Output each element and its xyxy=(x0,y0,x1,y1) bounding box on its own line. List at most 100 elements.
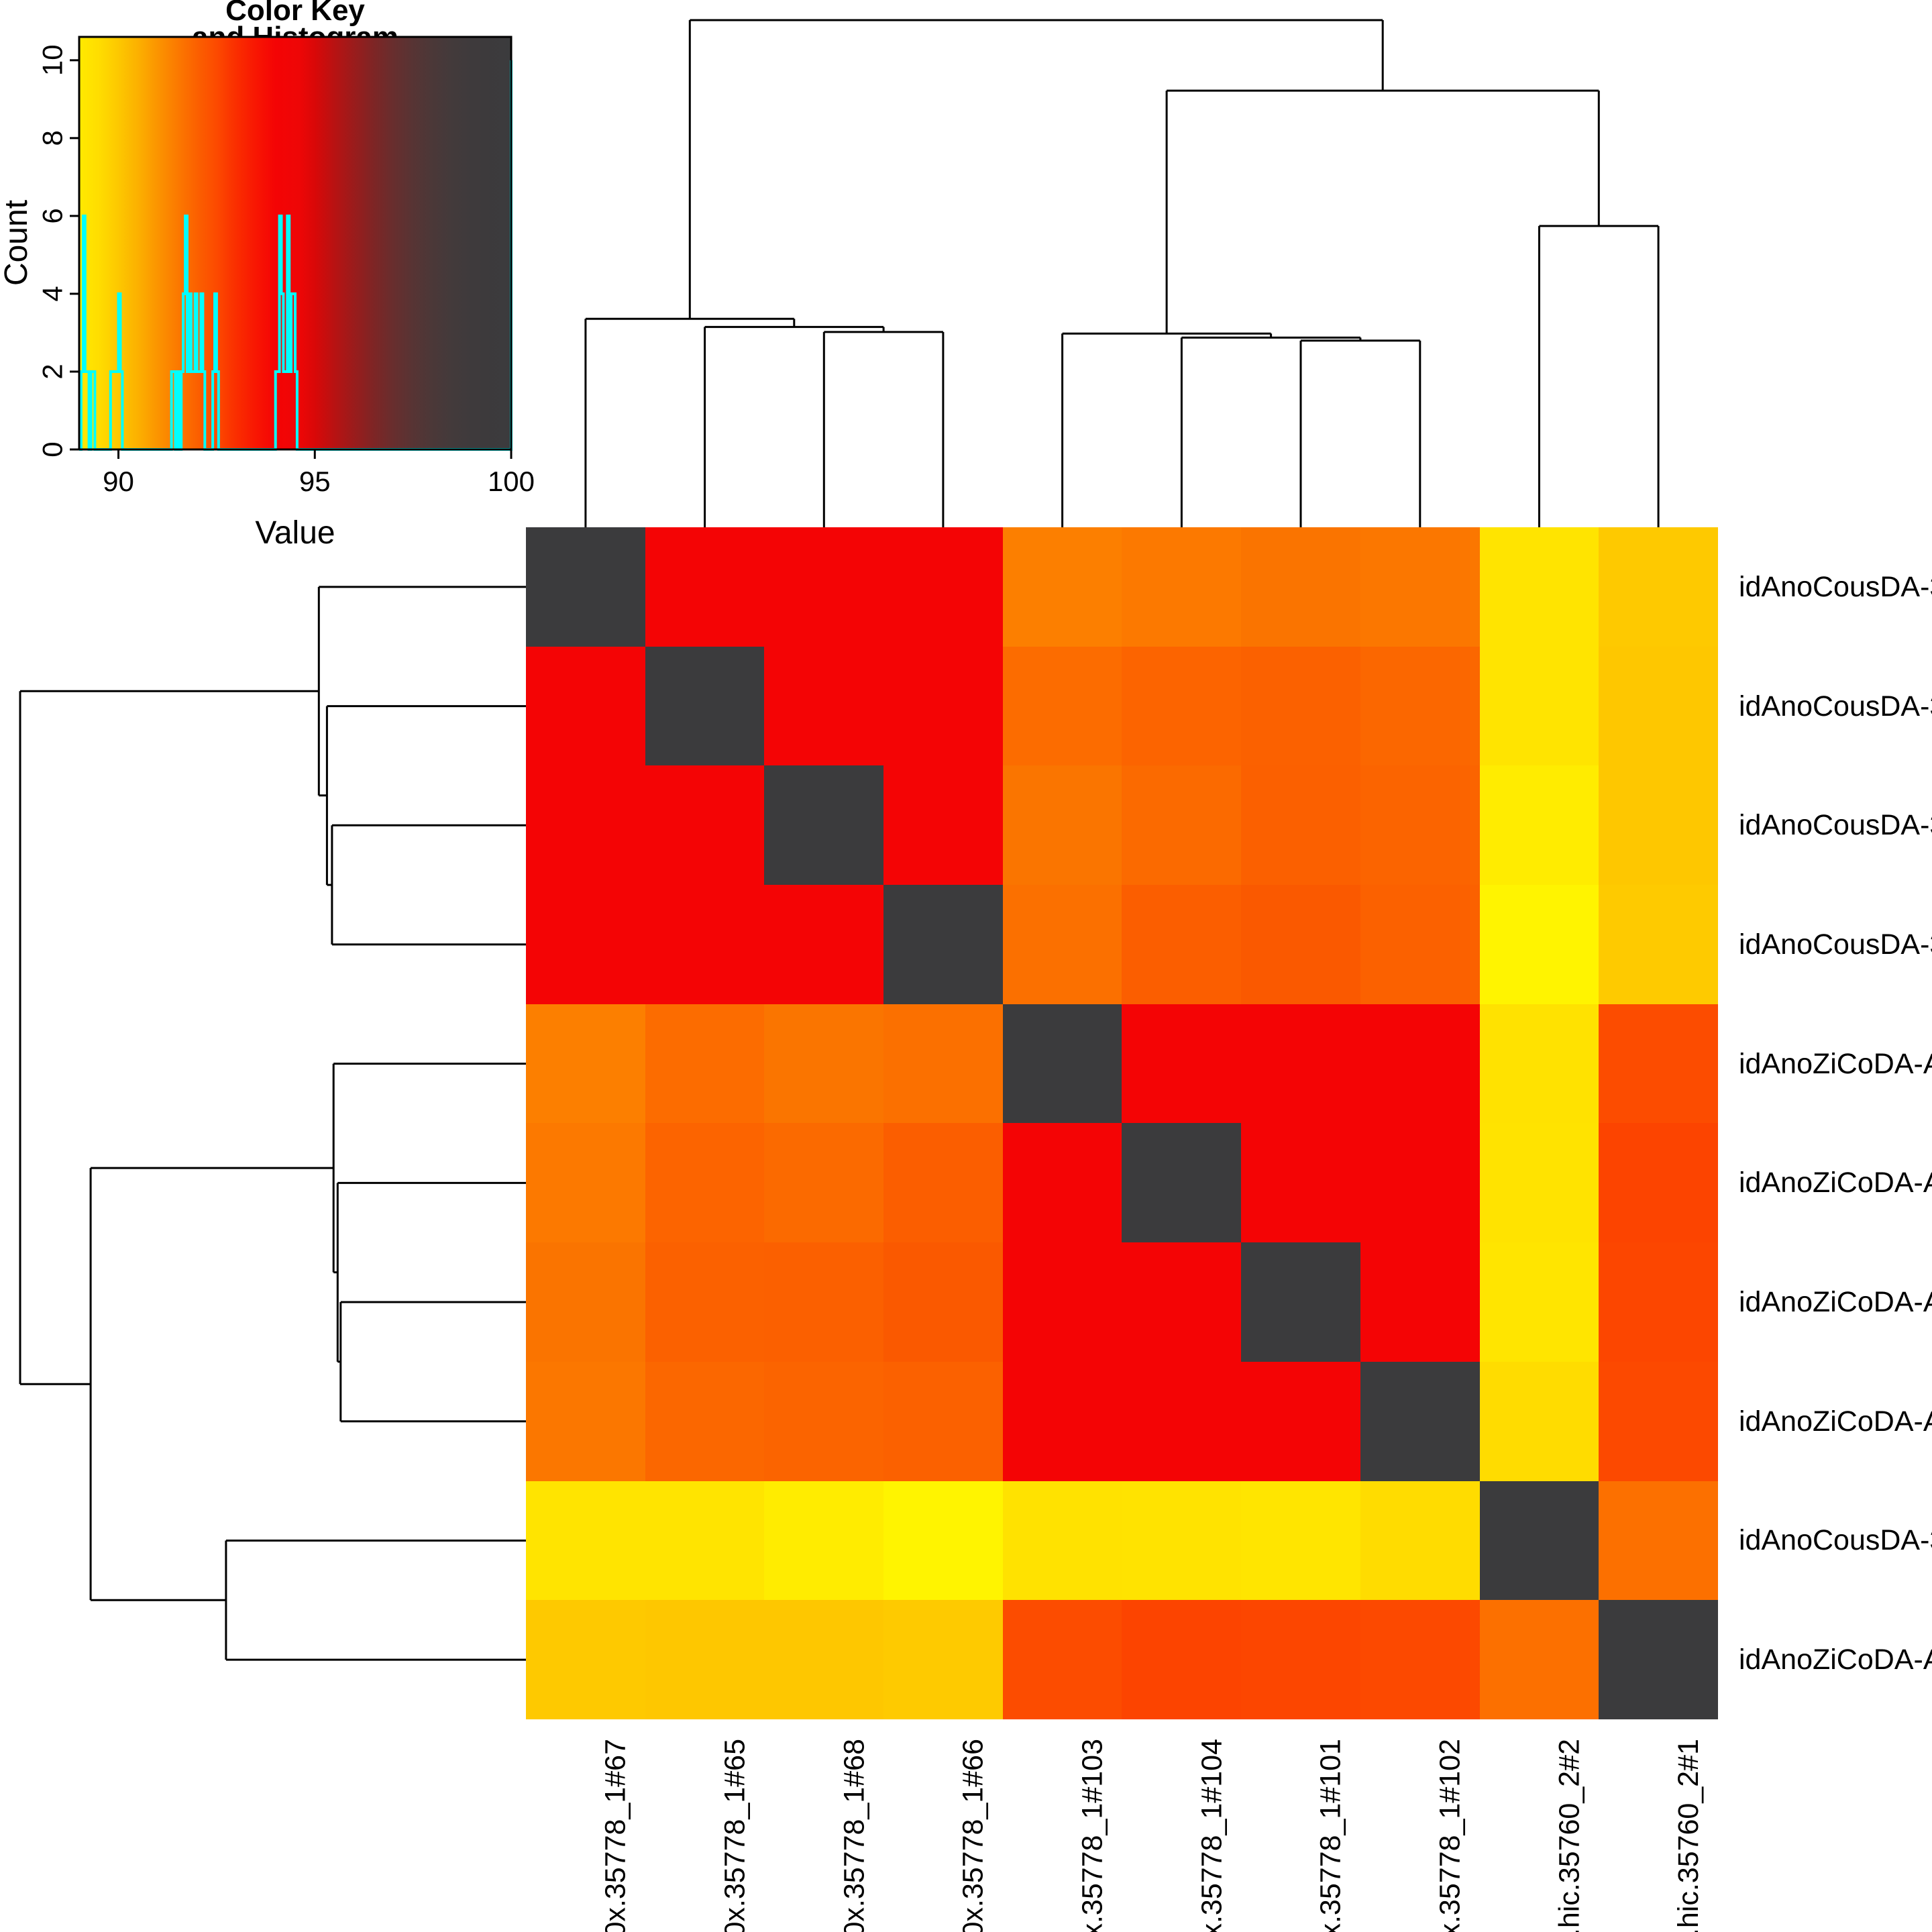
heatmap-cell xyxy=(1002,527,1122,647)
heatmap-cell xyxy=(883,765,1003,885)
heatmap-cell xyxy=(526,1600,645,1719)
heatmap-cell xyxy=(645,1242,765,1362)
heatmap-cell xyxy=(1002,1361,1122,1481)
heatmap-cell xyxy=(1122,885,1242,1004)
column-label: 1_x.10x.35778_1#65 xyxy=(718,1739,751,1932)
heatmap-cell xyxy=(1360,885,1480,1004)
heatmap-cell xyxy=(1360,1361,1480,1481)
row-label: idAnoZiCoDA-A2_x.1 xyxy=(1739,1047,1932,1080)
heatmap-cell xyxy=(526,885,645,1004)
column-label: 1_x.10x.35778_1#66 xyxy=(957,1739,989,1932)
heatmap-cell xyxy=(1241,1481,1360,1601)
heatmap-cell xyxy=(764,646,884,766)
heatmap-cell xyxy=(1122,765,1242,885)
row-label: idAnoCousDA-361_x xyxy=(1739,928,1932,961)
heatmap-cell xyxy=(1479,885,1599,1004)
row-label: idAnoZiCoDA-A2_x.1 xyxy=(1739,1167,1932,1199)
color-key-x-axis: 90 95 100 xyxy=(103,449,535,497)
heatmap-cell xyxy=(526,1481,645,1601)
heatmap-cell xyxy=(1479,646,1599,766)
row-label: idAnoCousDA-361_x xyxy=(1739,570,1932,603)
column-label: 1_x.10x.35778_1#68 xyxy=(838,1739,871,1932)
heatmap-cell xyxy=(526,646,645,766)
x-tick-label: 90 xyxy=(103,466,134,497)
heatmap-cell xyxy=(764,1361,884,1481)
y-tick-label: 2 xyxy=(37,364,68,379)
x-tick-label: 100 xyxy=(488,466,535,497)
heatmap-cell xyxy=(1002,646,1122,766)
heatmap-matrix xyxy=(526,527,1718,1719)
column-label: A2_x.hic.35760_2#1 xyxy=(1672,1739,1705,1932)
heatmap-cell xyxy=(1241,1361,1360,1481)
heatmap-cell xyxy=(526,527,645,647)
heatmap-cell xyxy=(1241,885,1360,1004)
heatmap-cell xyxy=(1599,1361,1718,1481)
heatmap-cell xyxy=(883,1004,1003,1124)
color-key-ylabel: Count xyxy=(0,200,34,286)
heatmap-cell xyxy=(526,765,645,885)
heatmap-cell xyxy=(1599,646,1718,766)
heatmap-cell xyxy=(1122,1123,1242,1243)
heatmap-cell xyxy=(1479,765,1599,885)
column-label: _x.10x.35778_1#103 xyxy=(1076,1739,1109,1932)
heatmap-cell xyxy=(883,885,1003,1004)
heatmap-cell xyxy=(1002,885,1122,1004)
y-tick-label: 10 xyxy=(37,44,68,76)
row-label: idAnoZiCoDA-A2_x.1 xyxy=(1739,1405,1932,1438)
heatmap-cell xyxy=(1599,765,1718,885)
heatmap-cell xyxy=(1360,646,1480,766)
heatmap-cell xyxy=(1360,527,1480,647)
row-dendrogram xyxy=(19,586,527,1661)
heatmap-cell xyxy=(1002,1004,1122,1124)
heatmap-cell xyxy=(645,1361,765,1481)
heatmap-cell xyxy=(645,1123,765,1243)
heatmap-cell xyxy=(1122,1242,1242,1362)
row-label: idAnoZiCoDA-A2_x.h xyxy=(1739,1644,1932,1676)
heatmap-cell xyxy=(1241,765,1360,885)
heatmap-cell xyxy=(1002,765,1122,885)
heatmap-cell xyxy=(764,1004,884,1124)
heatmap-cell xyxy=(764,1242,884,1362)
y-tick-label: 8 xyxy=(37,130,68,146)
heatmap-cell xyxy=(1599,885,1718,1004)
column-label: _x.10x.35778_1#104 xyxy=(1195,1739,1228,1932)
heatmap-cell xyxy=(1002,1481,1122,1601)
heatmap-cell xyxy=(526,1123,645,1243)
row-label: idAnoCousDA-361_x xyxy=(1739,690,1932,722)
heatmap-cell xyxy=(645,885,765,1004)
heatmap-cell xyxy=(1360,1123,1480,1243)
row-label: idAnoZiCoDA-A2_x.1 xyxy=(1739,1286,1932,1319)
column-label: 364_x.hic.35760_2#2 xyxy=(1553,1739,1586,1932)
heatmap-cell xyxy=(1479,1004,1599,1124)
color-key-border xyxy=(78,36,513,451)
heatmap-cell xyxy=(883,1123,1003,1243)
heatmap-cell xyxy=(645,1004,765,1124)
x-tick-label: 95 xyxy=(299,466,331,497)
column-label: _x.10x.35778_1#102 xyxy=(1434,1739,1466,1932)
heatmap-cell xyxy=(764,527,884,647)
heatmap-cell xyxy=(1479,1123,1599,1243)
heatmap-cell xyxy=(1122,527,1242,647)
heatmap-cell xyxy=(1122,646,1242,766)
column-label: _x.10x.35778_1#101 xyxy=(1315,1739,1348,1932)
y-tick-label: 0 xyxy=(37,441,68,457)
heatmap-cell xyxy=(883,527,1003,647)
heatmap-cell xyxy=(1241,1123,1360,1243)
heatmap-cell xyxy=(883,1600,1003,1719)
row-label: idAnoCousDA-364_x xyxy=(1739,1524,1932,1557)
heatmap-cell xyxy=(764,1481,884,1601)
heatmap-cell xyxy=(764,1123,884,1243)
heatmap-cell xyxy=(1479,1481,1599,1601)
color-key-title-line1: Color Key xyxy=(225,0,365,27)
heatmap-cell xyxy=(1479,1361,1599,1481)
heatmap-cell xyxy=(1241,1600,1360,1719)
heatmap-cell xyxy=(1360,1600,1480,1719)
heatmap-cell xyxy=(1122,1004,1242,1124)
heatmap-cell xyxy=(645,527,765,647)
heatmap-cell xyxy=(1241,1004,1360,1124)
heatmap-cell xyxy=(1122,1361,1242,1481)
row-label: idAnoCousDA-361_x xyxy=(1739,809,1932,842)
heatmap-cell xyxy=(1599,527,1718,647)
